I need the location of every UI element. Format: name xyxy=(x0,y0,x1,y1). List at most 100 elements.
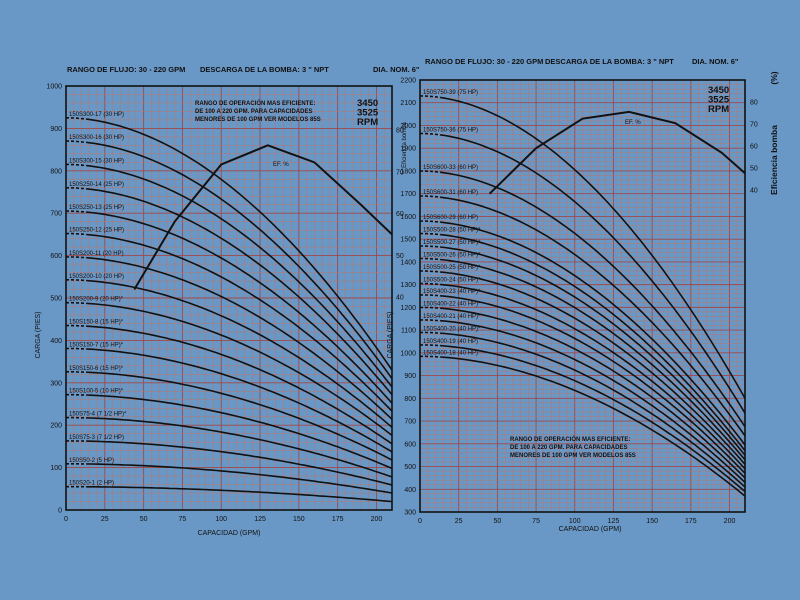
head-curve-line xyxy=(86,164,393,388)
x-tick-label: 125 xyxy=(254,516,266,523)
head-curve-line xyxy=(440,344,746,493)
x-tick-label: 175 xyxy=(685,518,697,525)
efficiency-tick-label: 80 xyxy=(396,128,404,135)
curve-start-dashed xyxy=(66,256,87,259)
y-tick-label: 1200 xyxy=(400,305,416,312)
header-diameter: DIA. NOM. 6" xyxy=(373,65,420,74)
y-tick-label: 1900 xyxy=(400,146,416,153)
efficiency-tick-label: 70 xyxy=(750,122,758,129)
curve-start-dashed xyxy=(420,331,441,334)
curve-label: 150S500-28 (50 HP)* xyxy=(423,227,481,233)
curve-label: 150S750-39 (75 HP) xyxy=(423,90,478,96)
curve-label: 150S75-4 (7 1/2 HP)* xyxy=(69,412,127,418)
x-tick-label: 0 xyxy=(418,518,422,525)
curve-label: 150S200-11 (20 HP) xyxy=(69,251,124,257)
operating-range-note: RANGO DE OPERACIÓN MAS EFICIENTE: xyxy=(195,99,315,107)
head-curve-line xyxy=(440,271,746,465)
curve-start-dashed xyxy=(420,282,441,286)
y-tick-label: 1000 xyxy=(46,84,62,91)
curve-start-dashed xyxy=(420,355,441,358)
head-curve-line xyxy=(86,118,393,371)
curve-label: 150S75-3 (7 1/2 HP) xyxy=(69,435,124,441)
x-tick-label: 150 xyxy=(646,518,658,525)
header-flow-range: RANGO DE FLUJO: 30 - 220 GPM xyxy=(425,57,543,66)
curve-label: 150S400-23 (40 HP)* xyxy=(423,289,481,295)
rpm-label: 3450 xyxy=(357,98,378,109)
curve-start-dashed xyxy=(66,279,87,282)
curve-start-dashed xyxy=(420,294,441,297)
y-tick-label: 700 xyxy=(50,211,62,218)
x-axis-title: CAPACIDAD (GPM) xyxy=(198,530,261,537)
head-curve-line xyxy=(86,233,393,412)
y-tick-label: 2000 xyxy=(400,123,416,130)
head-curve-line xyxy=(440,295,746,474)
head-curve-line xyxy=(86,211,393,404)
curve-label: 150S250-14 (25 HP) xyxy=(69,182,124,188)
efficiency-tick-label: 50 xyxy=(750,166,758,173)
curve-start-dashed xyxy=(66,324,87,327)
efficiency-tick-label: 60 xyxy=(396,211,404,218)
head-curve-line xyxy=(86,279,393,428)
curve-label: 150S300-17 (30 HP) xyxy=(69,112,124,118)
x-tick-label: 175 xyxy=(332,516,344,523)
head-curve-line xyxy=(439,96,746,399)
x-tick-label: 200 xyxy=(371,516,383,523)
head-curves: 150S750-39 (75 HP) 150S750-36 (75 HP) 150S… xyxy=(419,90,746,497)
head-curve-line xyxy=(86,302,393,437)
curve-start-dashed xyxy=(420,306,441,309)
curve-label: 150S600-29 (60 HP) xyxy=(423,215,478,221)
efficiency-curve xyxy=(133,144,393,291)
x-tick-label: 0 xyxy=(64,516,68,523)
curve-label: 150S400-20 (40 HP)* xyxy=(423,326,481,332)
curve-start-dashed xyxy=(419,170,441,173)
curve-label: 150S600-33 (60 HP) xyxy=(423,165,478,171)
head-curve-line xyxy=(86,463,393,494)
y-tick-label: 300 xyxy=(50,380,62,387)
curve-label: 150S500-25 (50 HP)* xyxy=(423,265,481,271)
curve-label: 150S20-1 (2 HP) xyxy=(69,481,114,487)
head-curve-line xyxy=(439,196,746,437)
x-tick-label: 50 xyxy=(493,518,501,525)
x-tick-label: 125 xyxy=(608,518,620,525)
rpm-label: 3525 xyxy=(357,108,379,119)
efficiency-curve-label: EF. % xyxy=(625,120,641,126)
efficiency-tick-label: 40 xyxy=(396,295,404,302)
head-curve-line xyxy=(439,134,746,414)
curve-label: 150S400-18 (40 HP) xyxy=(423,350,478,356)
rpm-label: RPM xyxy=(357,117,378,128)
efficiency-axis-unit: (%) xyxy=(769,71,779,84)
curve-label: 150S500-24 (50 HP)* xyxy=(423,277,481,283)
y-axis-title: CARGA (PIES) xyxy=(387,311,394,358)
efficiency-side-label: Eficiencia bomba xyxy=(402,121,408,167)
x-tick-label: 25 xyxy=(101,516,109,523)
y-tick-label: 1500 xyxy=(400,237,416,244)
chart-panel-2: RANGO DE FLUJO: 30 - 220 GPM DESCARGA DE … xyxy=(387,57,779,533)
y-tick-label: 800 xyxy=(50,168,62,175)
x-axis-title: CAPACIDAD (GPM) xyxy=(559,526,622,533)
head-curve-line xyxy=(86,486,393,503)
y-tick-label: 800 xyxy=(404,396,416,403)
head-curve-line xyxy=(440,283,746,470)
head-curve-line xyxy=(439,221,746,446)
y-tick-label: 400 xyxy=(404,487,416,494)
y-tick-label: 300 xyxy=(404,510,416,517)
x-tick-label: 75 xyxy=(532,518,540,525)
y-tick-label: 2100 xyxy=(400,100,416,107)
curve-start-dashed xyxy=(420,220,441,223)
header-discharge: DESCARGA DE LA BOMBA: 3 " NPT xyxy=(545,57,674,66)
grid xyxy=(65,85,393,511)
head-curve-line xyxy=(86,440,393,486)
header-discharge: DESCARGA DE LA BOMBA: 3 " NPT xyxy=(200,65,329,74)
y-tick-label: 2200 xyxy=(400,78,416,85)
y-tick-label: 900 xyxy=(50,126,62,133)
head-curves: 150S300-17 (30 HP) 150S300-16 (30 HP) 150S… xyxy=(66,112,393,503)
operating-range-note: DE 100 A 220 GPM. PARA CAPACIDADES xyxy=(510,445,627,451)
curve-label: 150S200-10 (20 HP) xyxy=(69,274,124,280)
curve-start-dashed xyxy=(420,132,441,136)
curve-label: 150S150-6 (15 HP)* xyxy=(69,366,124,372)
operating-range-note: MENORES DE 100 GPM VER MODELOS 85S xyxy=(195,117,321,123)
operating-range-note: DE 100 A 220 GPM. PARA CAPACIDADES xyxy=(195,109,312,115)
efficiency-tick-label: 60 xyxy=(750,144,758,151)
curve-label: 150S400-22 (40 HP)* xyxy=(423,301,481,307)
